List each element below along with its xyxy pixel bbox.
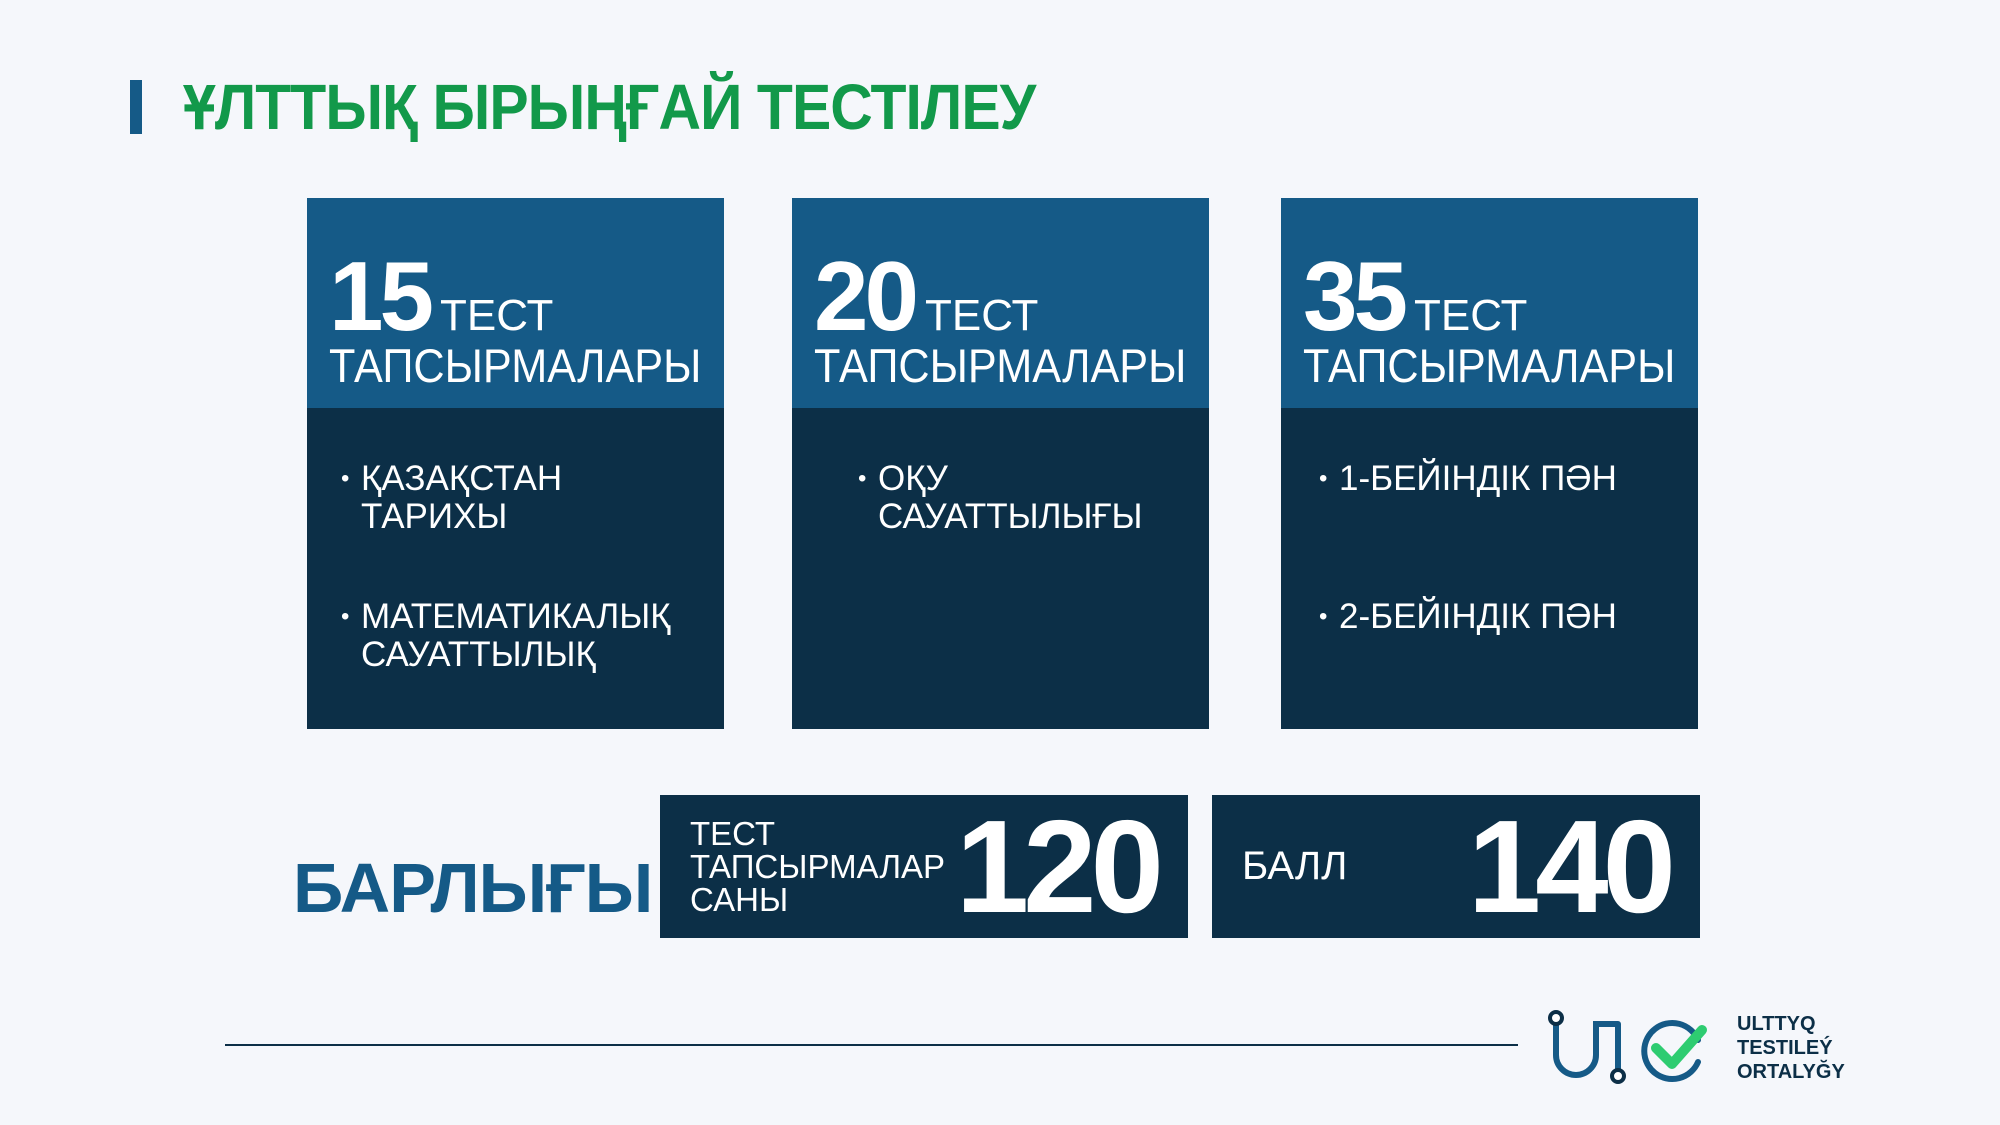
card-subtitle: ТАПСЫРМАЛАРЫ — [329, 339, 702, 392]
total-label: БАРЛЫҒЫ — [293, 849, 653, 927]
card-15: 15 ТЕСТ ТАПСЫРМАЛАРЫ • ҚАЗАҚСТАН ТАРИХЫ • М… — [307, 198, 724, 729]
uto-logo-icon — [1548, 1010, 1707, 1084]
list-item: • 1-БЕЙІНДІК ПӘН — [1319, 459, 1617, 498]
page-title: ҰЛТТЫҚ БІРЫҢҒАЙ ТЕСТІЛЕУ — [183, 71, 1036, 143]
card-unit: ТЕСТ — [440, 291, 554, 340]
card-number: 15 — [329, 241, 434, 351]
total-score-value: 140 — [1467, 793, 1676, 940]
card-subtitle: ТАПСЫРМАЛАРЫ — [814, 339, 1187, 392]
total-tasks-box: ТЕСТ ТАПСЫРМАЛАР САНЫ 120 — [660, 795, 1188, 938]
footer-divider — [225, 1044, 1518, 1046]
total-score-label: БАЛЛ — [1242, 844, 1348, 888]
card-header: 20 ТЕСТ ТАПСЫРМАЛАРЫ — [792, 198, 1209, 408]
list-item: • 2-БЕЙІНДІК ПӘН — [1319, 597, 1617, 636]
total-tasks-label: ТЕСТ ТАПСЫРМАЛАР САНЫ — [690, 815, 946, 918]
logo-text: ULTTYQ TESTILEÝ ORTALYĞY — [1737, 1013, 1845, 1083]
card-subtitle: ТАПСЫРМАЛАРЫ — [1303, 339, 1676, 392]
card-header: 35 ТЕСТ ТАПСЫРМАЛАРЫ — [1281, 198, 1698, 408]
total-score-box: БАЛЛ 140 — [1212, 795, 1700, 938]
total-tasks-value: 120 — [955, 793, 1164, 940]
card-unit: ТЕСТ — [1414, 291, 1528, 340]
list-item: • ҚАЗАҚСТАН ТАРИХЫ — [341, 459, 563, 536]
card-number: 35 — [1303, 241, 1408, 351]
title-accent-bar — [130, 80, 142, 134]
card-number: 20 — [814, 241, 919, 351]
list-item: • МАТЕМАТИКАЛЫҚ САУАТТЫЛЫҚ — [341, 597, 671, 674]
card-35: 35 ТЕСТ ТАПСЫРМАЛАРЫ • 1-БЕЙІНДІК ПӘН • 2-Б… — [1281, 198, 1698, 729]
card-header: 15 ТЕСТ ТАПСЫРМАЛАРЫ — [307, 198, 724, 408]
list-item: • ОҚУ САУАТТЫЛЫҒЫ — [858, 459, 1143, 536]
card-unit: ТЕСТ — [925, 291, 1039, 340]
card-20: 20 ТЕСТ ТАПСЫРМАЛАРЫ • ОҚУ САУАТТЫЛЫҒЫ — [792, 198, 1209, 729]
